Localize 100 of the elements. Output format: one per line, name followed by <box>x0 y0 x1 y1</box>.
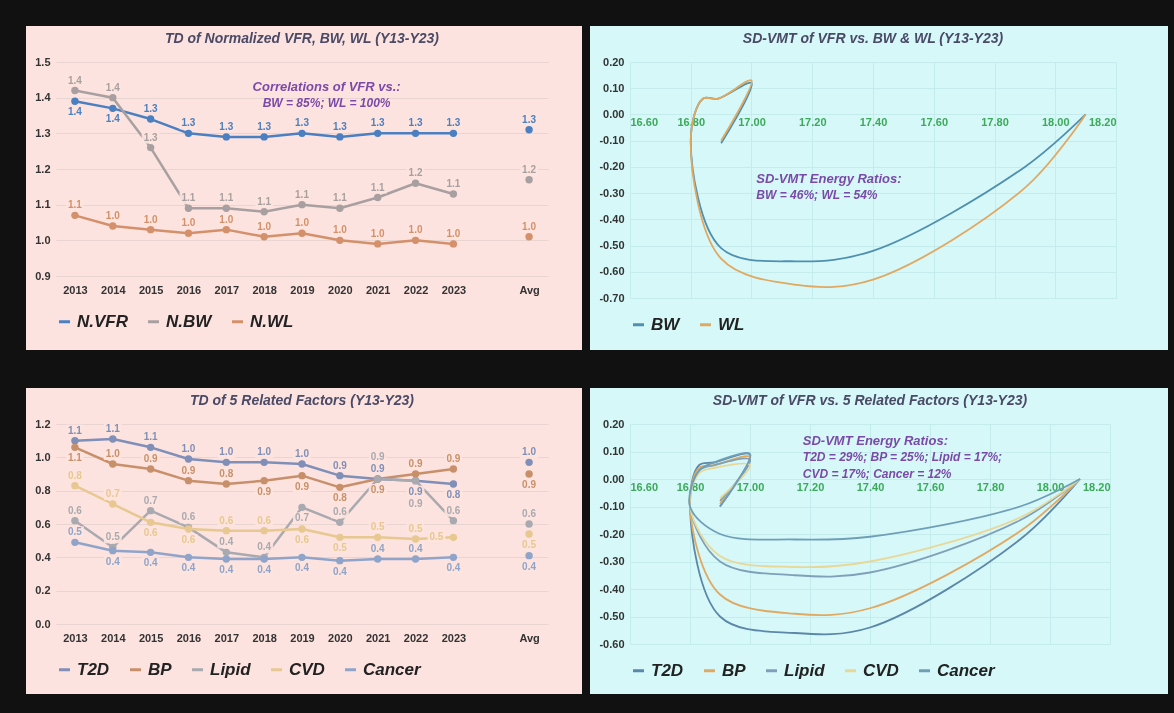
data-label: 0.5 <box>408 523 423 534</box>
data-label: 0.6 <box>143 527 158 539</box>
data-label: 0.4 <box>257 564 272 575</box>
data-label: 1.1 <box>219 192 234 204</box>
x-tick-label: 17.60 <box>920 115 949 128</box>
data-label: 0.9 <box>370 451 386 462</box>
x-tick-label: 17.40 <box>856 480 885 493</box>
annotation: CVD = 17%; Cancer = 12% <box>802 467 952 481</box>
data-label: 0.6 <box>257 514 272 526</box>
data-label: 0.4 <box>181 562 196 574</box>
chart-title: TD of Normalized VFR, BW, WL (Y13-Y23) <box>164 30 440 46</box>
data-label: 1.4 <box>67 74 83 86</box>
y-tick-label: -0.10 <box>599 500 625 512</box>
x-tick-label: Avg <box>519 631 540 644</box>
data-label: 1.1 <box>143 431 158 443</box>
data-label: 0.9 <box>408 497 423 509</box>
data-label: 0.4 <box>446 562 461 574</box>
data-label: 0.9 <box>257 485 272 497</box>
data-label: 0.4 <box>408 543 423 554</box>
data-label: 1.4 <box>67 106 83 118</box>
y-tick-label: 0.00 <box>603 472 625 485</box>
data-label: 0.6 <box>181 511 196 523</box>
y-tick-label: -0.30 <box>599 186 625 199</box>
data-label: 1.4 <box>105 113 121 125</box>
y-tick-label: -0.30 <box>599 555 625 567</box>
annotation: Correlations of VFR vs.: <box>252 79 401 95</box>
x-tick-label: 18.00 <box>1036 480 1065 493</box>
chart-title: SD-VMT of VFR vs. BW & WL (Y13-Y23) <box>742 30 1004 46</box>
x-tick-label: 17.00 <box>736 480 765 493</box>
data-label: 0.4 <box>257 541 272 553</box>
x-tick-label: 17.60 <box>916 480 945 493</box>
y-tick-label: -0.20 <box>599 527 625 540</box>
data-label: 1.3 <box>332 120 348 132</box>
data-label: 1.3 <box>522 113 537 125</box>
legend-label: T2D <box>77 659 110 679</box>
y-tick-label: -0.20 <box>599 160 625 173</box>
y-tick-label: -0.60 <box>599 265 625 278</box>
data-label: 1.1 <box>446 177 461 189</box>
data-label: 1.0 <box>105 210 121 222</box>
legend-label: WL <box>718 314 745 334</box>
data-label: 0.9 <box>370 463 386 474</box>
x-tick-label: 2023 <box>441 283 467 296</box>
data-label: 0.4 <box>105 555 121 567</box>
annotation: T2D = 29%; BP = 25%; Lipid = 17%; <box>802 450 1003 464</box>
data-label: 0.4 <box>219 564 234 575</box>
y-tick-label: -0.40 <box>599 582 625 595</box>
data-label: 0.5 <box>332 542 348 554</box>
y-tick-label: 0.20 <box>603 55 625 68</box>
x-tick-label: 2016 <box>176 631 202 644</box>
data-label: 0.5 <box>105 531 121 543</box>
x-tick-label: 18.00 <box>1041 115 1070 128</box>
y-tick-label: -0.50 <box>599 239 625 252</box>
y-tick-label: 1.1 <box>35 198 51 211</box>
data-label: 0.6 <box>446 504 461 516</box>
data-label: 1.0 <box>219 446 234 458</box>
x-tick-label: 2020 <box>328 283 353 296</box>
data-label: 1.1 <box>105 423 121 434</box>
data-label: 0.4 <box>370 543 386 554</box>
data-label: 1.3 <box>370 117 386 129</box>
x-tick-label: 2020 <box>328 631 353 644</box>
y-tick-label: 1.3 <box>35 126 51 139</box>
legend-label: N.BW <box>166 311 214 331</box>
data-label: 0.6 <box>332 506 348 518</box>
x-tick-label: 17.40 <box>859 115 888 128</box>
data-label: 1.1 <box>257 195 272 207</box>
data-label: 0.9 <box>522 479 537 490</box>
data-label: 0.8 <box>67 469 83 481</box>
x-tick-label: 2018 <box>252 631 277 644</box>
data-label: 1.0 <box>332 224 348 236</box>
data-label: 0.6 <box>67 504 83 516</box>
x-tick-label: 2015 <box>138 631 164 644</box>
x-tick-label: 17.20 <box>796 480 825 493</box>
data-label: 1.3 <box>181 117 196 129</box>
x-tick-label: 2016 <box>176 283 202 296</box>
y-tick-label: 1.5 <box>35 55 51 68</box>
legend-label: Cancer <box>363 659 423 679</box>
data-label: 0.9 <box>408 485 423 497</box>
data-label: 0.5 <box>429 531 444 543</box>
data-label: 0.8 <box>219 468 234 479</box>
x-tick-label: 2019 <box>290 283 315 296</box>
x-tick-label: 18.20 <box>1082 480 1111 493</box>
data-label: 0.9 <box>143 453 158 464</box>
y-tick-label: -0.50 <box>599 610 625 622</box>
data-label: 1.0 <box>143 213 158 225</box>
y-tick-label: 0.20 <box>603 417 625 430</box>
y-tick-label: 1.0 <box>35 450 51 463</box>
y-tick-label: 1.2 <box>35 417 51 430</box>
y-tick-label: 1.0 <box>35 233 51 246</box>
legend-label: N.WL <box>250 311 294 331</box>
x-tick-label: 2021 <box>365 283 391 296</box>
x-tick-label: 2019 <box>290 631 315 644</box>
annotation: BW = 46%; WL = 54% <box>756 187 878 202</box>
legend-label: BP <box>148 659 173 679</box>
data-label: 0.6 <box>295 534 310 545</box>
x-tick-label: 17.00 <box>738 115 766 128</box>
y-tick-label: 0.2 <box>35 584 51 597</box>
x-tick-label: 17.20 <box>798 115 827 128</box>
data-label: 0.4 <box>332 565 348 577</box>
data-label: 0.4 <box>219 536 234 548</box>
y-tick-label: -0.60 <box>599 637 625 650</box>
